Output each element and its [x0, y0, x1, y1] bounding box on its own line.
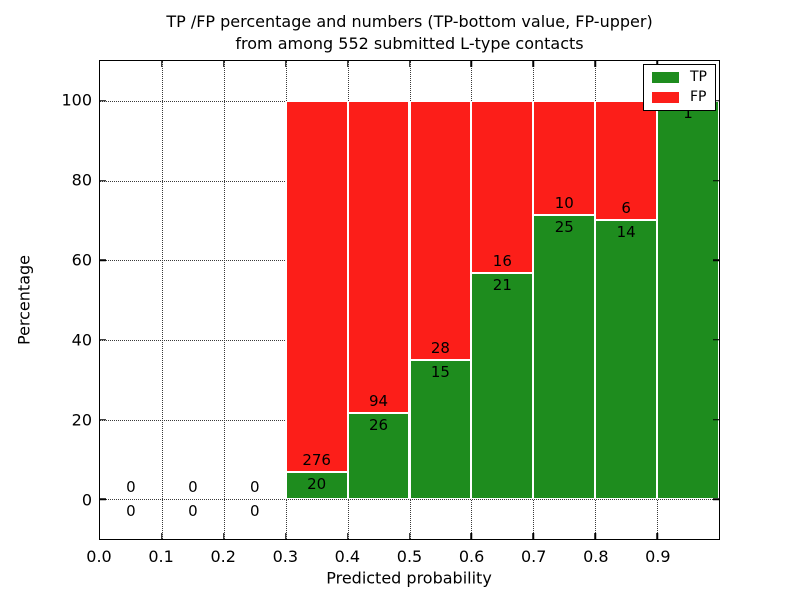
- tp-count-label: 20: [307, 475, 327, 494]
- legend-item-tp: TP: [652, 70, 707, 85]
- x-tick-mark: [408, 61, 411, 67]
- x-tick-mark: [161, 61, 163, 67]
- plot-area: TP FP 00000027620942628151621102561401: [99, 60, 720, 540]
- fp-count-label: 0: [249, 478, 260, 497]
- y-tick-mark: [100, 179, 106, 182]
- tp-count-label: 0: [188, 502, 198, 521]
- tp-legend-swatch: [652, 72, 679, 83]
- x-tick-mark: [223, 533, 225, 539]
- x-tick-mark: [470, 533, 473, 539]
- y-tick-mark: [713, 418, 719, 421]
- y-tick-label: 20: [71, 410, 92, 430]
- y-tick-label: 60: [71, 250, 92, 270]
- x-tick-label: 0.8: [583, 547, 609, 566]
- fp-count-label: 94: [368, 391, 389, 410]
- y-tick-label: 80: [71, 170, 92, 190]
- fp-count-label: 0: [126, 478, 136, 497]
- bar-segment-fp: [595, 100, 658, 221]
- tp-count-label: 1: [683, 103, 693, 122]
- x-tick-mark: [594, 533, 596, 539]
- bar-segment-tp: [285, 472, 348, 500]
- x-tick-mark: [346, 61, 349, 67]
- fp-count-label: 6: [621, 199, 631, 218]
- y-tick-mark: [713, 259, 719, 261]
- fp-count-label: 16: [492, 252, 512, 271]
- bar-segment-fp: [409, 100, 472, 361]
- y-axis-label: Percentage: [14, 254, 34, 346]
- bar-segment-fp: [285, 100, 348, 473]
- x-tick-label: 0.3: [272, 547, 299, 566]
- y-tick-mark: [713, 339, 719, 341]
- bar-segment-tp: [657, 100, 719, 500]
- tp-count-label: 21: [492, 276, 512, 295]
- y-tick-mark: [100, 418, 106, 421]
- bar-segment-tp: [347, 412, 410, 500]
- bar-segment-fp: [471, 100, 534, 274]
- grid-line-vertical: [223, 61, 225, 539]
- fp-count-label: 10: [554, 193, 574, 212]
- x-tick-labels: 0.0 0.1 0.2 0.3 0.4 0.5 0.6 0.7 0.8 0.9: [86, 547, 720, 567]
- fp-count-label: 0: [188, 478, 198, 497]
- x-tick-label: 0.5: [396, 547, 423, 566]
- x-tick-label: 0.6: [458, 547, 485, 566]
- x-tick-mark: [532, 61, 535, 67]
- x-tick-mark: [408, 533, 411, 539]
- x-tick-mark: [223, 61, 225, 67]
- x-tick-mark: [346, 533, 349, 539]
- legend: TP FP: [643, 64, 716, 111]
- bar-segment-tp: [533, 214, 596, 500]
- tp-count-label: 0: [126, 502, 136, 521]
- x-tick-label: 0.1: [148, 547, 174, 566]
- x-tick-mark: [470, 61, 473, 67]
- x-tick-mark: [284, 61, 287, 67]
- y-tick-mark: [100, 259, 106, 261]
- chart-title-line1: TP /FP percentage and numbers (TP-bottom…: [166, 12, 653, 31]
- x-tick-mark: [161, 533, 163, 539]
- y-tick-mark: [713, 179, 719, 182]
- grid-line-vertical: [161, 61, 163, 539]
- bar-segment-tp: [595, 220, 658, 500]
- tp-legend-label: TP: [690, 69, 707, 85]
- y-tick-label: 100: [61, 90, 92, 110]
- tp-count-label: 25: [554, 217, 574, 236]
- tp-count-label: 26: [368, 415, 389, 434]
- x-tick-label: 0.2: [210, 547, 236, 566]
- chart-title-line2: from among 552 submitted L-type contacts: [235, 34, 584, 53]
- x-tick-label: 0.9: [645, 547, 671, 566]
- bar-segment-fp: [347, 100, 410, 413]
- tp-count-label: 15: [430, 363, 450, 382]
- x-tick-label: 0.7: [520, 547, 547, 566]
- x-tick-mark: [594, 61, 596, 67]
- x-tick-label: 0.4: [334, 547, 361, 566]
- x-tick-mark: [656, 533, 658, 539]
- y-tick-label: 0: [81, 490, 92, 510]
- y-tick-mark: [100, 498, 106, 500]
- fp-count-label: 276: [302, 451, 331, 470]
- y-tick-mark: [713, 498, 719, 500]
- fp-count-label: 28: [430, 339, 450, 358]
- y-tick-mark: [100, 100, 106, 102]
- legend-item-fp: FP: [652, 90, 707, 105]
- bar-segment-tp: [409, 360, 472, 500]
- y-tick-label: 40: [71, 330, 92, 350]
- chart-title: TP /FP percentage and numbers (TP-bottom…: [99, 11, 720, 55]
- y-tick-mark: [713, 100, 719, 102]
- x-tick-label: 0.0: [86, 547, 112, 566]
- fp-legend-swatch: [652, 92, 679, 103]
- y-tick-mark: [100, 339, 106, 341]
- fp-legend-label: FP: [690, 89, 707, 105]
- y-tick-labels: 0 20 40 60 80 100: [40, 60, 92, 540]
- bar-segment-tp: [471, 273, 534, 500]
- bar-segment-fp: [533, 100, 596, 215]
- tp-count-label: 0: [249, 502, 260, 521]
- x-tick-mark: [284, 533, 287, 539]
- x-tick-mark: [532, 533, 535, 539]
- tp-count-label: 14: [616, 223, 636, 242]
- x-axis-label: Predicted probability: [326, 568, 492, 588]
